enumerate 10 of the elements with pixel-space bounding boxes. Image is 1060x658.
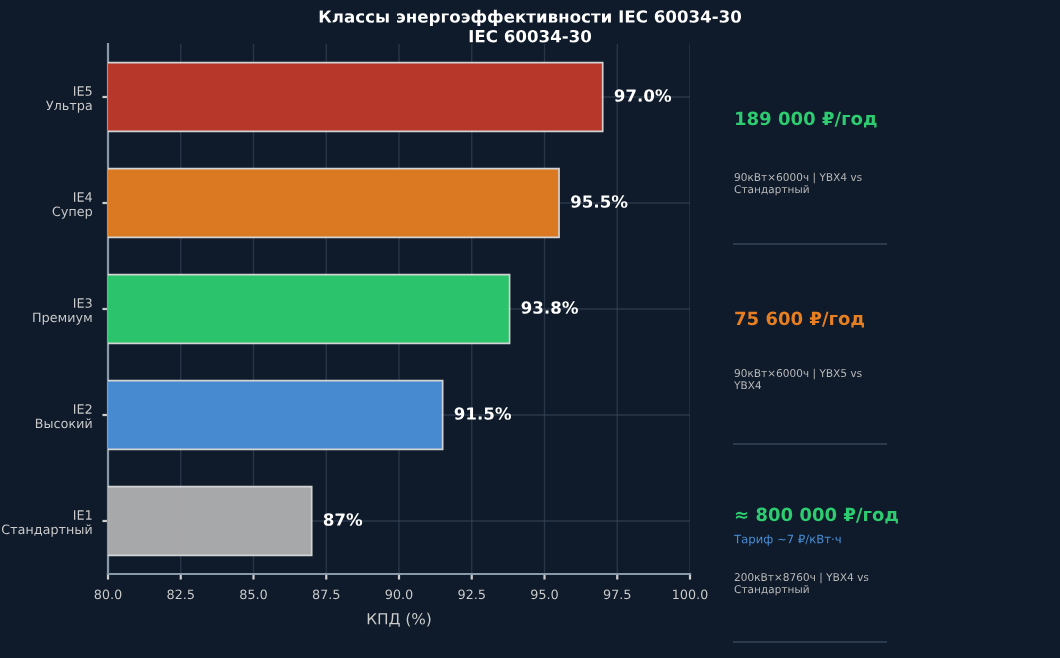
text: 189 000 ₽/год [736, 111, 877, 128]
text: ≈ 800 000 ₽/год [735, 507, 898, 524]
data-label: 95.5% [571, 195, 628, 208]
data-label: 93.8% [521, 301, 578, 314]
data-label: 91.5% [454, 407, 512, 420]
chart-title: Классы энергоэффективности IEC 60034-30 [319, 9, 742, 26]
data-label: 87% [323, 513, 363, 526]
data-label: 97.0% [614, 89, 672, 102]
chart-subtitle: IEC 60034-30 [469, 29, 592, 43]
text: 75 600 ₽/год [735, 311, 864, 328]
